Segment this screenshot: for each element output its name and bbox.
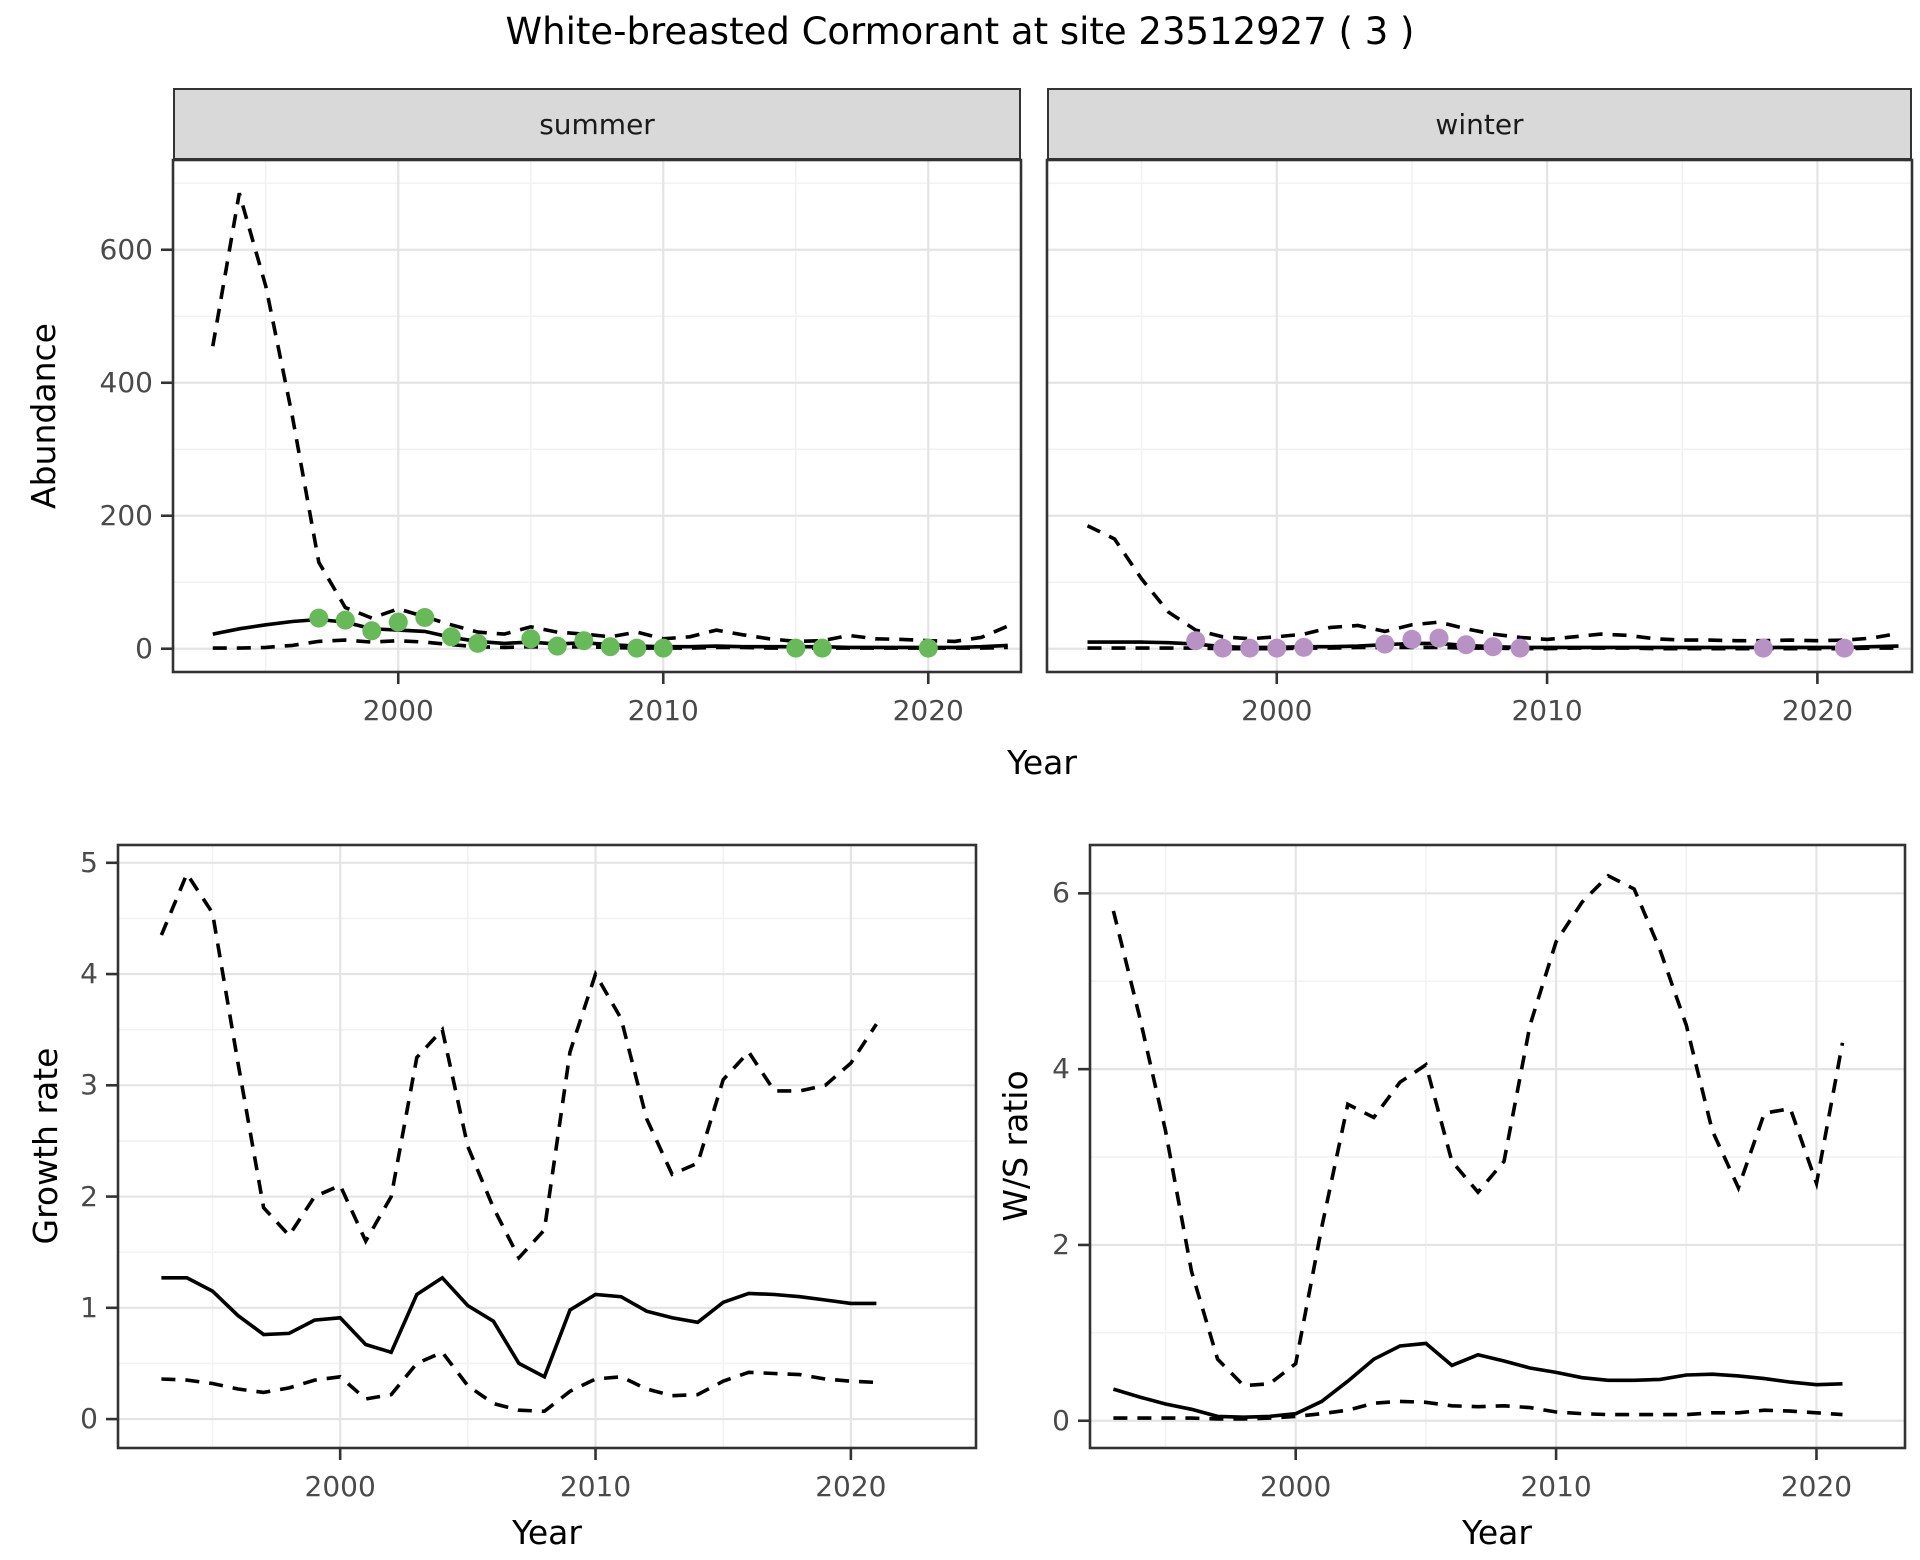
y-tick-label: 3 [80, 1068, 98, 1102]
series-lower-ci [1113, 1399, 1843, 1421]
data-point-observed-counts [521, 629, 541, 649]
data-point-observed-counts [309, 608, 329, 628]
x-tick-label: 2000 [1241, 694, 1313, 727]
panel-border [171, 158, 1023, 674]
data-point-observed-counts [468, 633, 488, 653]
data-point-observed-counts [547, 636, 567, 656]
y-tick-label: 2 [1052, 1227, 1070, 1261]
chart-svg-growth-rate [106, 843, 978, 1460]
data-point-observed-counts [1456, 635, 1476, 655]
data-point-observed-counts [918, 638, 938, 658]
y-tick-label: 4 [1052, 1052, 1070, 1086]
figure-title: White-breasted Cormorant at site 2351292… [505, 10, 1415, 53]
data-point-observed-counts [1834, 638, 1854, 658]
x-axis-title-year-growth: Year [512, 1513, 582, 1552]
data-point-observed-counts [362, 621, 382, 641]
y-axis-title-abundance: Abundance [24, 323, 63, 509]
data-point-observed-counts [1375, 634, 1395, 654]
facet-strip-winter-label: winter [1435, 107, 1524, 141]
x-axis-title-year-ws: Year [1462, 1513, 1532, 1552]
panel-ws-ratio [1078, 843, 1907, 1460]
y-tick-label: 400 [99, 365, 153, 399]
y-axis-title-growth-rate: Growth rate [26, 1047, 65, 1245]
x-tick-label: 2020 [1780, 1470, 1853, 1503]
x-tick-label: 2010 [1520, 1470, 1592, 1503]
series-mean [161, 1275, 877, 1380]
data-point-observed-counts [388, 612, 408, 632]
data-point-observed-counts [600, 637, 620, 657]
series-mean [1112, 1341, 1843, 1420]
x-tick-label: 2000 [362, 694, 434, 727]
x-tick-label: 2010 [559, 1470, 632, 1503]
data-point-observed-counts [1240, 638, 1260, 658]
data-point-observed-counts [1429, 628, 1449, 648]
y-tick-label: 5 [80, 845, 98, 879]
y-tick-label: 200 [99, 498, 153, 532]
chart-svg-abundance-summer [161, 158, 1023, 684]
y-tick-label: 0 [1052, 1403, 1070, 1437]
y-tick-label: 1 [80, 1290, 98, 1324]
series-lower-ci [212, 638, 1008, 650]
data-point-observed-counts [415, 608, 435, 627]
x-tick-label: 2000 [304, 1470, 376, 1503]
y-tick-label: 4 [80, 957, 98, 991]
x-tick-label: 2020 [1781, 694, 1854, 727]
panel-border [116, 843, 978, 1450]
y-tick-label: 6 [1052, 876, 1070, 910]
facet-strip-summer: summer [173, 88, 1021, 160]
panel-abundance-winter [1045, 158, 1914, 684]
data-point-observed-counts [335, 610, 355, 630]
x-tick-label: 2010 [1511, 694, 1583, 727]
series-upper-ci [211, 192, 1009, 644]
data-point-observed-counts [1483, 637, 1503, 657]
facet-strip-summer-label: summer [539, 107, 655, 141]
chart-svg-abundance-winter [1045, 158, 1914, 684]
y-tick-label: 600 [99, 232, 153, 266]
panel-growth-rate [106, 843, 978, 1460]
series-lower-ci [161, 1350, 877, 1414]
x-tick-label: 2020 [892, 694, 964, 727]
data-point-observed-counts [1294, 637, 1314, 657]
x-axis-title-year-top: Year [1007, 743, 1077, 782]
data-point-observed-counts [812, 638, 832, 658]
series-upper-ci [159, 870, 878, 1261]
series-upper-ci [1111, 873, 1845, 1388]
data-point-observed-counts [653, 638, 673, 658]
data-point-observed-counts [1510, 638, 1530, 658]
data-point-observed-counts [1186, 631, 1206, 651]
panel-abundance-summer [161, 158, 1023, 684]
data-point-observed-counts [786, 638, 806, 658]
panel-border [1088, 843, 1907, 1450]
data-point-observed-counts [574, 631, 594, 651]
chart-svg-ws-ratio [1078, 843, 1907, 1460]
x-tick-label: 2000 [1260, 1470, 1332, 1503]
data-point-observed-counts [1213, 638, 1233, 658]
x-tick-label: 2010 [627, 694, 699, 727]
facet-strip-winter: winter [1047, 88, 1912, 160]
y-tick-label: 0 [80, 1402, 98, 1436]
panel-border [1045, 158, 1914, 674]
x-tick-label: 2020 [815, 1470, 887, 1503]
data-point-observed-counts [1402, 629, 1422, 649]
data-point-observed-counts [1753, 638, 1773, 658]
y-tick-label: 0 [135, 631, 153, 665]
data-point-observed-counts [1267, 638, 1287, 658]
y-tick-label: 2 [80, 1179, 98, 1213]
data-point-observed-counts [627, 638, 647, 658]
data-point-observed-counts [441, 627, 461, 647]
